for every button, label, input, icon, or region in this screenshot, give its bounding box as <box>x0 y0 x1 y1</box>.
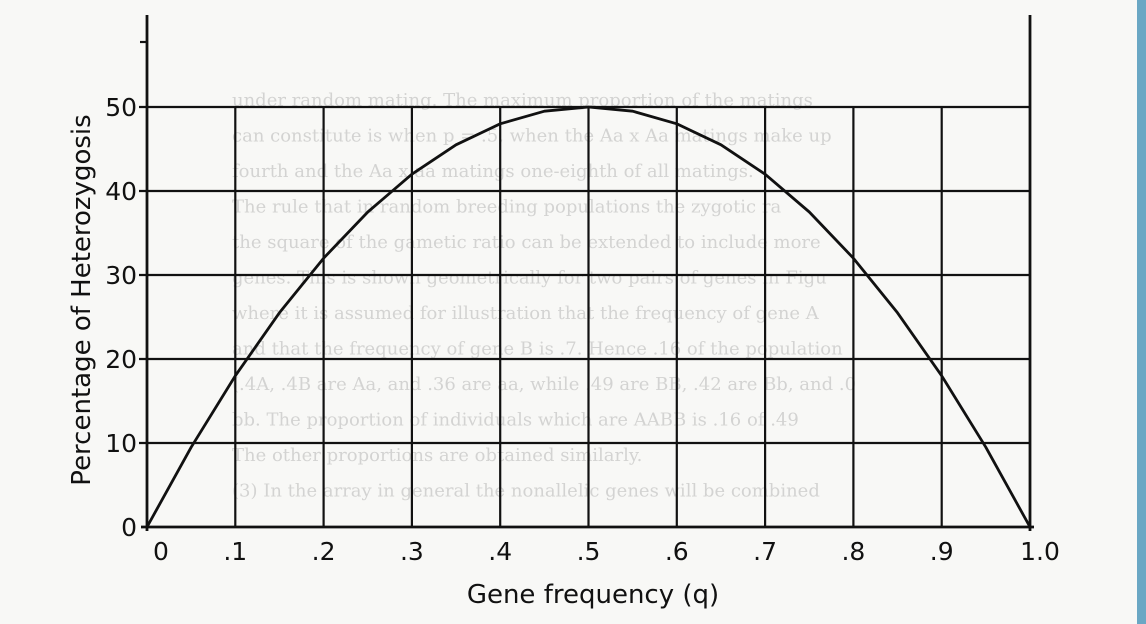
x-axis-ticks: 0 .1 .2 .3 .4 .5 .6 .7 .8 .9 1.0 <box>153 537 1060 566</box>
x-tick-label: .9 <box>930 537 954 566</box>
bleed-text-line: where it is assumed for illustration tha… <box>232 303 820 324</box>
bleed-text-line: (.4A, .4B are Aa, and .36 are aa, while … <box>232 374 856 395</box>
x-tick-label: .7 <box>753 537 777 566</box>
y-tick-label: 40 <box>105 177 137 206</box>
heterozygosis-curve-group <box>145 105 1032 528</box>
x-axis-title: Gene frequency (q) <box>467 580 719 610</box>
x-tick-label: .3 <box>400 537 424 566</box>
y-tick-label: 20 <box>105 345 137 374</box>
y-tick-label: 50 <box>105 93 137 122</box>
bleed-text-line: (3) In the array in general the nonallel… <box>232 481 820 502</box>
chart-grid <box>139 105 1030 527</box>
bleed-text-line: The other proportions are obtained simil… <box>232 445 642 466</box>
bleed-text-line: the square of the gametic ratio can be e… <box>232 232 821 253</box>
bleed-text-line: bb. The proportion of individuals which … <box>232 410 799 431</box>
y-axis-ticks: 0 10 20 30 40 50 <box>105 93 137 542</box>
y-tick-label: 0 <box>121 513 137 542</box>
window-edge-bar <box>1137 0 1146 624</box>
x-tick-label: 1.0 <box>1020 537 1060 566</box>
bleed-through-text: under random mating. The maximum proport… <box>232 90 856 502</box>
bleed-text-line: genes. This is shown geometrically for t… <box>232 268 827 289</box>
x-tick-label: .8 <box>841 537 865 566</box>
y-axis-title: Percentage of Heterozygosis <box>67 114 97 485</box>
bleed-text-line: and that the frequency of gene B is .7. … <box>232 339 843 360</box>
bleed-text-line: under random mating. The maximum proport… <box>232 90 813 111</box>
chart-frame <box>140 15 1034 531</box>
x-tick-label: .4 <box>488 537 512 566</box>
bleed-text-line: can constitute is when p = .5, when the … <box>232 126 832 147</box>
bleed-text-line: The rule that in random breeding populat… <box>232 197 781 218</box>
x-tick-label: .6 <box>665 537 689 566</box>
x-tick-label: .1 <box>223 537 247 566</box>
x-tick-label: 0 <box>153 537 169 566</box>
y-tick-label: 30 <box>105 261 137 290</box>
y-tick-label: 10 <box>105 429 137 458</box>
x-tick-label: .5 <box>577 537 601 566</box>
x-tick-label: .2 <box>312 537 336 566</box>
bleed-text-line: fourth and the Aa x aa matings one-eight… <box>232 161 754 182</box>
